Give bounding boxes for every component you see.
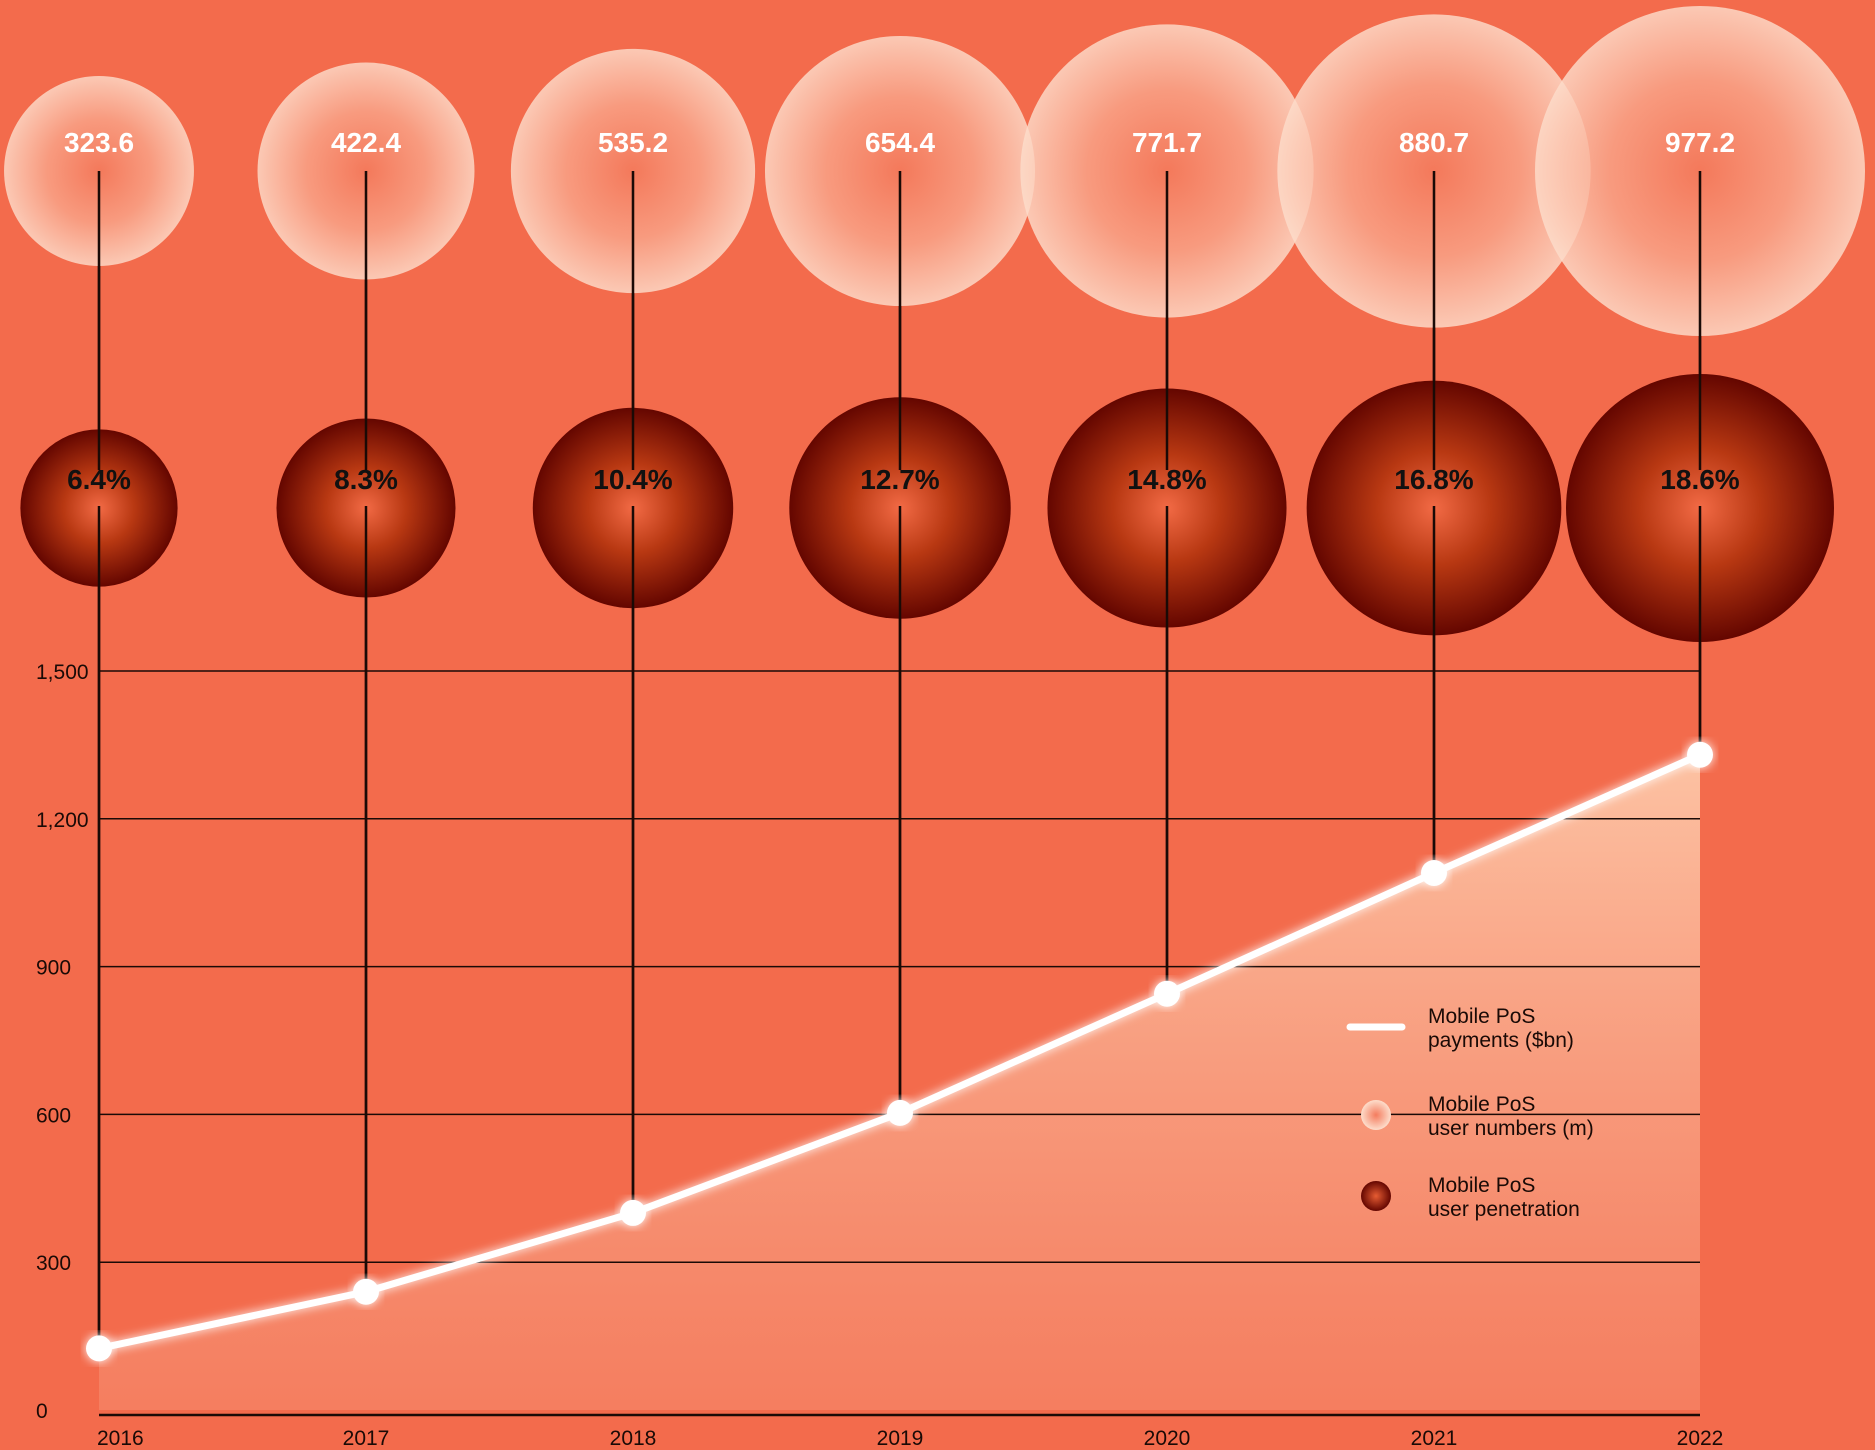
user-penetration-label: 16.8%: [1394, 464, 1473, 495]
y-tick-label: 300: [36, 1252, 71, 1275]
user-penetration-label: 18.6%: [1660, 464, 1739, 495]
payments-point: [620, 1199, 646, 1226]
legend-label: user numbers (m): [1428, 1117, 1594, 1140]
line-layer: [86, 741, 1713, 1362]
legend-label: payments ($bn): [1428, 1029, 1574, 1052]
x-tick-label: 2016: [97, 1427, 144, 1450]
user-penetration-label: 12.7%: [860, 464, 939, 495]
y-tick-label: 0: [36, 1400, 48, 1423]
payments-point: [1687, 741, 1713, 768]
user-penetration-label: 14.8%: [1127, 464, 1206, 495]
user-numbers-label: 977.2: [1665, 127, 1735, 158]
user-numbers-label: 422.4: [331, 127, 401, 158]
x-tick-label: 2021: [1411, 1427, 1458, 1450]
payments-point: [1154, 980, 1180, 1007]
payments-point: [353, 1278, 379, 1305]
y-tick-label: 1,200: [36, 809, 89, 832]
user-penetration-label: 10.4%: [593, 464, 672, 495]
legend-light-dot-marker: [1361, 1100, 1391, 1130]
legend-label: Mobile PoS: [1428, 1174, 1535, 1197]
x-tick-label: 2018: [610, 1427, 657, 1450]
user-penetration-label: 6.4%: [67, 464, 131, 495]
x-tick-label: 2022: [1677, 1427, 1724, 1450]
user-numbers-label: 535.2: [598, 127, 668, 158]
payments-point: [1421, 859, 1447, 886]
payments-point: [887, 1099, 913, 1126]
x-tick-label: 2017: [343, 1427, 390, 1450]
user-numbers-label: 771.7: [1132, 127, 1202, 158]
legend-label: user penetration: [1428, 1198, 1580, 1221]
payments-area: [99, 754, 1700, 1410]
text-layer: 0 300 600 900 1,200 1,500 2016 2017 2018 2019 2020…: [36, 127, 1740, 1450]
y-tick-label: 900: [36, 957, 71, 980]
y-tick-label: 1,500: [36, 661, 89, 684]
legend-label: Mobile PoS: [1428, 1005, 1535, 1028]
user-numbers-label: 323.6: [64, 127, 134, 158]
legend-dark-dot-marker: [1361, 1181, 1391, 1211]
payments-point: [86, 1335, 112, 1362]
y-tick-label: 600: [36, 1104, 71, 1127]
user-numbers-label: 880.7: [1399, 127, 1469, 158]
user-penetration-label: 8.3%: [334, 464, 398, 495]
x-tick-label: 2020: [1144, 1427, 1191, 1450]
user-numbers-label: 654.4: [865, 127, 935, 158]
area-layer: [99, 754, 1700, 1410]
x-tick-label: 2019: [877, 1427, 924, 1450]
bubble-layer: [4, 6, 1865, 1349]
legend-label: Mobile PoS: [1428, 1093, 1535, 1116]
